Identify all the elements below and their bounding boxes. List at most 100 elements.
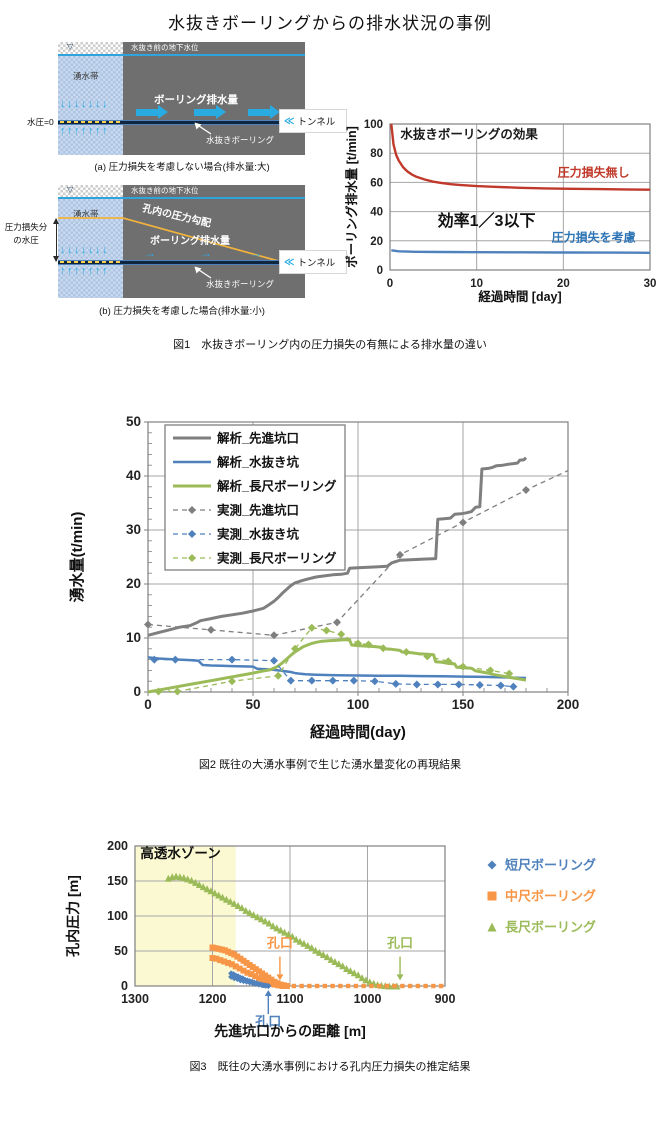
flow-label: ボーリング排水量 — [154, 94, 238, 106]
svg-text:実測_長尺ボーリング: 実測_長尺ボーリング — [217, 551, 337, 566]
groundwater-label: 水抜き前の地下水位 — [131, 43, 199, 52]
svg-text:150: 150 — [107, 874, 128, 888]
groundwater-line — [58, 197, 305, 199]
figure2-caption: 図2 既往の大湧水事例で生じた湧水量変化の再現結果 — [198, 759, 462, 771]
water-table-icon: ▽ — [67, 42, 74, 51]
down-arrows-icon: ↓↓↓↓↓↓↓ — [60, 244, 109, 256]
svg-text:1000: 1000 — [354, 992, 382, 1006]
svg-text:0: 0 — [144, 697, 152, 712]
figure2-chart: 0 50 100 150 200 0 10 20 30 40 50 経過時間(day) 湧水量(t/mi… — [68, 414, 580, 741]
svg-text:経過時間 [day]: 経過時間 [day] — [478, 289, 561, 304]
svg-text:20: 20 — [370, 236, 383, 248]
diagram-a: ▽ 水抜き前の地下水位 湧水帯 ↓↓↓↓↓↓↓ ↑↑↑↑↑↑↑ ボーリング排水量… — [58, 42, 305, 155]
svg-text:200: 200 — [107, 839, 128, 853]
svg-text:解析_先進坑口: 解析_先進坑口 — [217, 431, 299, 446]
diagram-b-caption: (b) 圧力損失を考慮した場合(排水量:小) — [99, 306, 265, 317]
figure1-caption: 図1 水抜きボーリング内の圧力損失の有無による排水量の違い — [173, 339, 487, 351]
drain-boring-line — [58, 120, 305, 125]
svg-text:50: 50 — [114, 944, 128, 958]
groundwater-line — [58, 54, 305, 56]
svg-text:50: 50 — [126, 414, 141, 429]
spring-zone-a: 湧水帯 — [58, 56, 123, 155]
svg-text:0: 0 — [133, 684, 141, 699]
svg-text:孔内圧力 [m]: 孔内圧力 [m] — [65, 875, 81, 957]
tunnel-box-a: ≪ トンネル — [280, 110, 346, 132]
svg-text:20: 20 — [126, 576, 141, 591]
svg-text:解析_水抜き坑: 解析_水抜き坑 — [217, 455, 299, 470]
svg-text:20: 20 — [557, 278, 570, 290]
boring-yellow-dash — [60, 261, 121, 263]
groundwater-band-a: 水抜き前の地下水位 — [123, 42, 305, 54]
svg-text:150: 150 — [452, 697, 475, 712]
small-flow-arrow-icon: → — [250, 246, 262, 260]
svg-text:短尺ボーリング: 短尺ボーリング — [505, 858, 596, 873]
diagram-b: ▽ 水抜き前の地下水位 湧水帯 孔内の圧力勾配 ボーリング排水量 → → → ↓… — [58, 185, 305, 298]
svg-text:100: 100 — [107, 909, 128, 923]
diagram-a-caption: (a) 圧力損失を考慮しない場合(排水量:大) — [94, 162, 270, 173]
pressure-zero-label: 水圧=0 — [27, 117, 54, 127]
pressure-loss-label: 圧力損失分 の水圧 — [4, 222, 48, 246]
document-title: 水抜きボーリングからの排水状況の事例 — [168, 14, 492, 33]
svg-text:高透水ゾーン: 高透水ゾーン — [140, 845, 220, 861]
figure3-caption: 図3 既往の大湧水事例における孔内圧力損失の推定結果 — [189, 1061, 471, 1073]
flow-label: ボーリング排水量 — [150, 236, 230, 247]
pressure-gradient-line — [58, 217, 283, 263]
svg-text:水抜きボーリングの効果: 水抜きボーリングの効果 — [400, 127, 538, 142]
svg-text:孔口: 孔口 — [387, 936, 413, 951]
svg-text:60: 60 — [370, 177, 383, 189]
svg-text:40: 40 — [126, 468, 141, 483]
groundwater-label: 水抜き前の地下水位 — [131, 186, 199, 195]
tunnel-label: トンネル — [297, 117, 336, 128]
svg-text:50: 50 — [245, 697, 260, 712]
svg-text:30: 30 — [644, 278, 657, 290]
ground-mass-b — [123, 199, 305, 298]
flow-arrow-icon — [136, 105, 168, 119]
svg-text:実測_水抜き坑: 実測_水抜き坑 — [217, 527, 299, 542]
svg-text:1200: 1200 — [199, 992, 227, 1006]
pointer-arrow-icon — [194, 122, 212, 135]
boring-yellow-dash — [60, 121, 121, 123]
svg-text:先進坑口からの距離 [m]: 先進坑口からの距離 [m] — [214, 1023, 366, 1039]
flow-arrow-icon — [194, 105, 226, 119]
small-flow-arrow-icon: → — [200, 246, 212, 260]
svg-text:経過時間(day): 経過時間(day) — [310, 723, 406, 741]
svg-text:1300: 1300 — [121, 992, 149, 1006]
svg-text:0: 0 — [377, 265, 383, 277]
svg-text:100: 100 — [364, 119, 383, 131]
tunnel-box-b: ≪ トンネル — [280, 251, 346, 273]
svg-text:30: 30 — [126, 522, 141, 537]
surface-hatch-a: ▽ — [58, 42, 123, 54]
pointer-arrow-icon — [194, 266, 212, 279]
svg-text:実測_先進坑口: 実測_先進坑口 — [217, 503, 299, 518]
svg-text:80: 80 — [370, 148, 383, 160]
svg-text:ボーリング排水量 [t/min]: ボーリング排水量 [t/min] — [344, 126, 359, 268]
spring-zone-label: 湧水帯 — [73, 71, 99, 81]
down-arrows-icon: ↓↓↓↓↓↓↓ — [60, 98, 109, 110]
svg-text:効率1／3以下: 効率1／3以下 — [438, 211, 536, 230]
svg-text:10: 10 — [126, 630, 141, 645]
svg-text:900: 900 — [435, 992, 456, 1006]
tunnel-icon: ≪ — [284, 115, 295, 127]
svg-text:中尺ボーリング: 中尺ボーリング — [505, 889, 596, 904]
svg-text:200: 200 — [557, 697, 580, 712]
svg-text:0: 0 — [387, 278, 393, 290]
svg-text:解析_長尺ボーリング: 解析_長尺ボーリング — [217, 479, 337, 494]
tunnel-icon: ≪ — [284, 256, 295, 268]
svg-text:圧力損失無し: 圧力損失無し — [558, 165, 630, 180]
svg-text:圧力損失を考慮: 圧力損失を考慮 — [552, 230, 636, 245]
spring-zone-label: 湧水帯 — [73, 209, 99, 219]
water-table-icon: ▽ — [67, 185, 74, 194]
svg-text:湧水量(t/min): 湧水量(t/min) — [68, 512, 86, 603]
flow-arrow-icon — [248, 105, 280, 119]
tunnel-label: トンネル — [297, 258, 336, 269]
svg-text:1100: 1100 — [276, 992, 303, 1006]
boring-label: 水抜きボーリング — [206, 135, 275, 145]
svg-text:100: 100 — [347, 697, 370, 712]
drain-boring-line — [58, 260, 305, 265]
up-arrows-icon: ↑↑↑↑↑↑↑ — [60, 265, 109, 277]
svg-text:40: 40 — [370, 207, 383, 219]
svg-text:10: 10 — [470, 278, 483, 290]
